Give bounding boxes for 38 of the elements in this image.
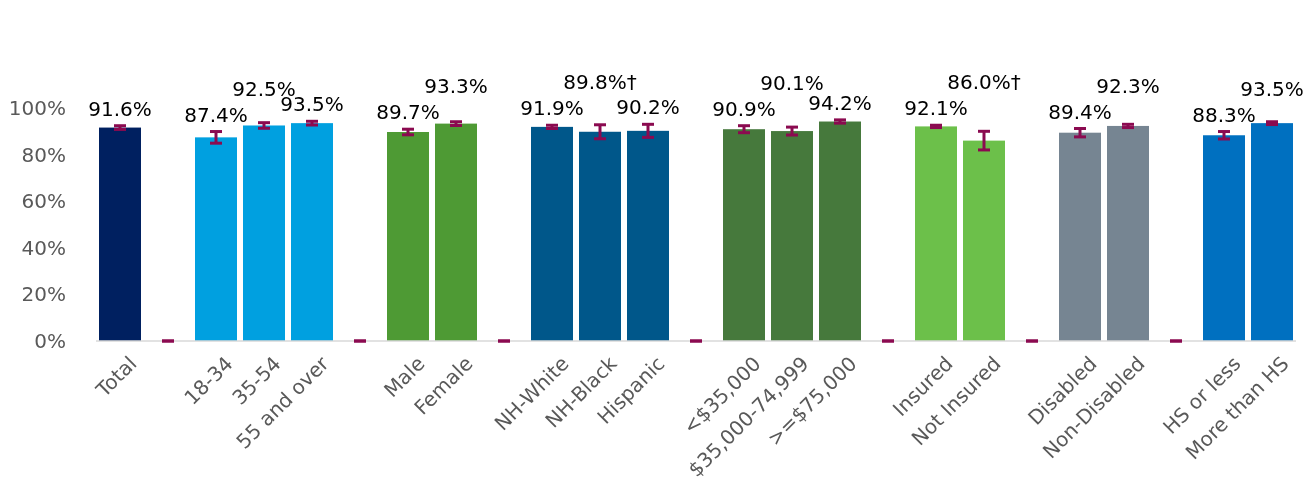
bar [579,131,621,341]
data-label: 93.5% [1240,76,1304,101]
data-label: 90.2% [616,95,680,120]
bar [291,123,333,341]
data-label: 92.3% [1096,73,1160,98]
data-label: 86.0%† [947,70,1021,95]
data-label: 90.9% [712,96,776,121]
data-label: 87.4% [184,102,248,127]
bar [387,132,429,341]
y-tick-label: 40% [21,235,66,260]
y-tick-label: 60% [21,189,66,214]
bar [819,121,861,341]
y-tick-label: 80% [21,142,66,167]
bar [195,137,237,341]
y-tick-label: 100% [8,96,66,120]
bar [1251,123,1293,341]
bar [531,126,573,341]
bar [771,131,813,341]
data-label: 92.1% [904,96,968,121]
bar [723,129,765,341]
bar [99,127,141,341]
data-label: 89.7% [376,100,440,125]
data-label: 91.6% [88,96,152,121]
bar [435,123,477,341]
bar [963,140,1005,341]
bar [243,125,285,341]
bar [1203,135,1245,341]
data-label: 89.4% [1048,99,1112,124]
y-tick-label: 0% [34,329,66,353]
data-label: 88.3% [1192,102,1256,127]
y-tick-label: 20% [21,282,66,307]
data-label: 89.8%† [563,70,637,95]
data-label: 93.3% [424,74,488,99]
bar [1107,125,1149,341]
data-label: 91.9% [520,96,584,121]
bar [915,126,957,341]
bar [627,130,669,341]
bar [1059,132,1101,341]
